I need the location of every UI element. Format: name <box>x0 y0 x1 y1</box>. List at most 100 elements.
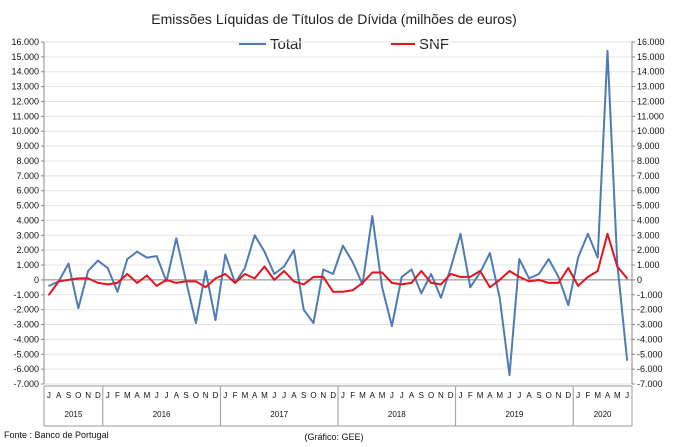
x-tick-label: N <box>320 391 326 400</box>
y-tick-label-right: 14.000 <box>637 67 665 77</box>
data-point-total <box>224 253 227 256</box>
data-point-snf <box>400 283 403 286</box>
y-tick-label-right: 1.000 <box>637 260 660 270</box>
x-tick-label: J <box>625 391 629 400</box>
y-tick-label-left: -7.000 <box>13 379 39 389</box>
x-tick-label: F <box>233 391 238 400</box>
data-point-snf <box>626 277 628 280</box>
data-point-snf <box>106 283 109 286</box>
data-point-snf <box>557 282 560 284</box>
x-tick-label: A <box>370 391 376 400</box>
data-point-snf <box>469 276 472 278</box>
data-point-snf <box>489 286 491 289</box>
data-point-total <box>77 307 80 309</box>
data-point-snf <box>528 280 530 283</box>
data-point-total <box>557 276 560 278</box>
x-tick-label: M <box>242 391 249 400</box>
data-point-total <box>577 256 579 259</box>
y-tick-label-left: -5.000 <box>13 349 39 359</box>
data-point-total <box>244 267 246 269</box>
data-point-total <box>587 233 589 235</box>
y-tick-label-right: 3.000 <box>637 230 660 240</box>
data-point-snf <box>244 273 246 275</box>
year-label: 2016 <box>153 410 171 419</box>
data-point-snf <box>293 280 295 283</box>
data-point-total <box>116 291 119 293</box>
data-point-total <box>430 273 432 275</box>
year-label: 2018 <box>388 410 406 419</box>
data-point-snf <box>234 282 236 284</box>
x-tick-label: S <box>301 391 306 400</box>
data-point-snf <box>596 270 599 272</box>
y-tick-label-left: -2.000 <box>13 305 39 315</box>
data-point-total <box>616 262 619 265</box>
x-tick-label: J <box>155 391 159 400</box>
x-tick-label: M <box>144 391 151 400</box>
data-point-total <box>626 359 628 362</box>
x-tick-label: J <box>400 391 404 400</box>
data-point-total <box>263 250 266 253</box>
data-point-snf <box>155 285 158 287</box>
x-tick-label: D <box>448 391 454 400</box>
y-tick-label-right: 10.000 <box>637 126 665 136</box>
x-tick-label: A <box>409 391 415 400</box>
data-point-snf <box>547 282 550 284</box>
y-tick-label-right: 11.000 <box>637 111 664 121</box>
y-tick-label-left: 5.000 <box>16 201 39 211</box>
data-point-total <box>449 267 452 269</box>
data-point-snf <box>577 285 579 287</box>
y-tick-label-left: 15.000 <box>11 52 39 62</box>
data-point-total <box>312 322 315 324</box>
x-tick-label: M <box>496 391 503 400</box>
data-point-total <box>459 233 462 235</box>
data-point-total <box>214 319 217 321</box>
data-point-total <box>283 265 285 268</box>
x-tick-label: N <box>438 391 444 400</box>
data-point-total <box>165 280 168 283</box>
data-point-snf <box>587 276 589 278</box>
x-tick-label: O <box>75 391 81 400</box>
data-point-snf <box>567 267 570 269</box>
y-tick-label-right: 13.000 <box>637 82 665 92</box>
data-point-snf <box>332 291 334 293</box>
y-tick-label-right: -4.000 <box>637 334 663 344</box>
data-point-snf <box>508 270 511 272</box>
y-tick-label-left: 10.000 <box>11 126 39 136</box>
x-tick-label: O <box>193 391 199 400</box>
x-tick-label: S <box>536 391 541 400</box>
x-tick-label: F <box>585 391 590 400</box>
data-point-snf <box>67 279 70 281</box>
data-point-snf <box>195 280 197 283</box>
x-tick-label: M <box>614 391 621 400</box>
data-point-snf <box>224 273 227 275</box>
data-point-snf <box>97 282 99 284</box>
x-tick-label: N <box>556 391 562 400</box>
x-tick-label: N <box>85 391 91 400</box>
data-point-snf <box>342 291 344 293</box>
y-tick-label-left: 16.000 <box>11 37 39 47</box>
data-point-snf <box>214 277 217 280</box>
data-point-snf <box>126 273 129 275</box>
data-point-snf <box>116 282 119 284</box>
data-point-total <box>97 259 99 262</box>
year-label: 2020 <box>594 410 612 419</box>
data-point-snf <box>57 280 60 283</box>
x-tick-label: M <box>477 391 484 400</box>
x-tick-label: F <box>350 391 355 400</box>
x-tick-label: A <box>174 391 180 400</box>
chart-credit-note: (Gráfico: GEE) <box>304 432 363 442</box>
legend: Total SNF <box>239 36 449 53</box>
data-point-total <box>342 244 344 247</box>
series-line-total <box>48 49 629 377</box>
x-tick-label: M <box>261 391 268 400</box>
data-point-snf <box>606 233 609 235</box>
data-point-total <box>606 50 609 52</box>
y-tick-label-left: 11.000 <box>12 111 39 121</box>
x-tick-label: S <box>183 391 188 400</box>
y-tick-label-left: 7.000 <box>16 171 39 181</box>
data-point-total <box>528 277 530 280</box>
y-tick-label-right: -2.000 <box>637 305 663 315</box>
x-tick-label: O <box>428 391 434 400</box>
data-point-snf <box>351 289 354 292</box>
x-tick-label: F <box>468 391 473 400</box>
